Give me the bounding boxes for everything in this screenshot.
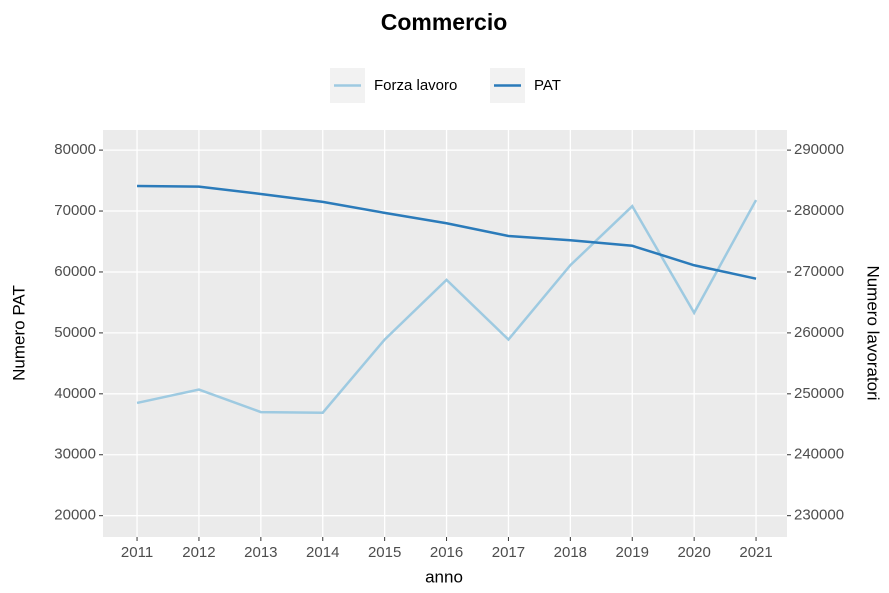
x-tick-label: 2019 <box>616 544 649 561</box>
x-tick-label: 2021 <box>739 544 772 561</box>
y-tick-label: 80000 <box>54 141 96 158</box>
y2-tick-label: 230000 <box>794 507 844 524</box>
y2-tick-label: 260000 <box>794 324 844 341</box>
chart-title: Commercio <box>381 9 508 35</box>
x-tick-label: 2020 <box>677 544 710 561</box>
y2-tick-label: 270000 <box>794 263 844 280</box>
y2-tick-label: 250000 <box>794 385 844 402</box>
x-tick-label: 2016 <box>430 544 463 561</box>
series-line <box>136 199 758 414</box>
series-line <box>137 184 757 280</box>
x-tick-label: 2014 <box>306 544 339 561</box>
y-axis-label: Numero PAT <box>9 285 28 381</box>
y-tick-label: 60000 <box>54 263 96 280</box>
legend-label: Forza lavoro <box>374 77 457 94</box>
y2-tick-label: 240000 <box>794 446 844 463</box>
y-tick-label: 50000 <box>54 324 96 341</box>
y2-tick-label: 290000 <box>794 141 844 158</box>
x-tick-label: 2017 <box>492 544 525 561</box>
x-tick-label: 2018 <box>554 544 587 561</box>
y2-tick-label: 280000 <box>794 202 844 219</box>
x-axis-label: anno <box>425 567 463 586</box>
x-tick-label: 2015 <box>368 544 401 561</box>
x-tick-label: 2013 <box>244 544 277 561</box>
y-tick-label: 70000 <box>54 202 96 219</box>
y2-axis-label: Numero lavoratori <box>864 265 883 400</box>
y-tick-label: 20000 <box>54 507 96 524</box>
x-tick-label: 2011 <box>121 544 153 561</box>
legend-label: PAT <box>534 77 561 94</box>
y-tick-label: 30000 <box>54 446 96 463</box>
x-tick-label: 2012 <box>182 544 215 561</box>
y-tick-label: 40000 <box>54 385 96 402</box>
